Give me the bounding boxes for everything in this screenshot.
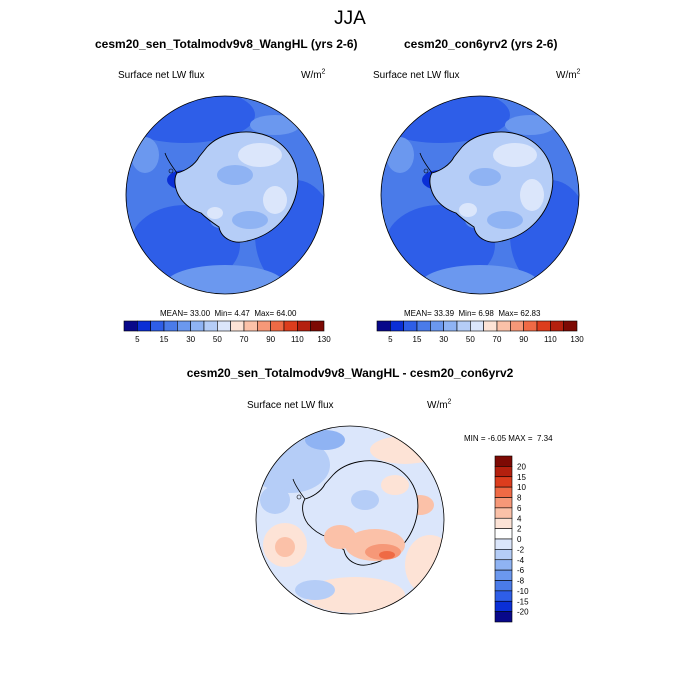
colorbar-swatch [137, 320, 151, 332]
panel1-antarctica [164, 131, 299, 243]
colorbar-swatch [443, 320, 458, 332]
colorbar-tick-label: 8 [517, 494, 522, 503]
colorbar-swatch [150, 320, 165, 332]
colorbar-tick-label: 110 [544, 335, 557, 344]
colorbar-swatch [494, 559, 513, 571]
colorbar-tick-label: 110 [291, 335, 304, 344]
panel2-antarctica [419, 131, 554, 243]
colorbar-swatch [494, 517, 513, 529]
colorbar-tick-label: -10 [517, 587, 529, 596]
colorbar-swatch [217, 320, 231, 332]
colorbar-tick-label: -20 [517, 608, 529, 617]
diff-minmax: MIN = -6.05 MAX = 7.34 [464, 434, 553, 443]
colorbar-tick-label: 50 [213, 335, 222, 344]
colorbar-swatch [494, 507, 513, 519]
colorbar-swatch [376, 320, 391, 332]
colorbar-swatch [494, 466, 513, 478]
colorbar-swatch [494, 455, 513, 467]
panel1-stats: MEAN= 33.00 Min= 4.47 Max= 64.00 [160, 309, 297, 318]
colorbar-swatch [494, 590, 513, 602]
colorbar-tick-label: 5 [135, 335, 140, 344]
colorbar-swatch [494, 497, 513, 509]
colorbar-swatch [494, 538, 513, 550]
panel2-title: cesm20_con6yrv2 (yrs 2-6) [404, 37, 558, 51]
panel2-colorbar: 5 15 30 50 70 90 110 130 [376, 320, 584, 344]
panel2-units: W/m2 [556, 68, 581, 81]
colorbar-swatch [123, 320, 138, 332]
colorbar-swatch [494, 486, 513, 498]
colorbar-swatch [456, 320, 471, 332]
panel1-polar-map [125, 95, 325, 295]
colorbar-tick-label: -15 [517, 597, 529, 606]
colorbar-swatch [494, 528, 513, 540]
colorbar-tick-label: 130 [570, 335, 584, 344]
colorbar-tick-label: -8 [517, 577, 525, 586]
colorbar-tick-label: -6 [517, 566, 525, 575]
colorbar-swatch [470, 320, 484, 332]
panel1-colorbar: 5 15 30 50 70 90 110 130 [123, 320, 331, 344]
colorbar-swatch [203, 320, 218, 332]
diff-units: W/m2 [427, 398, 452, 411]
colorbar-tick-label: 5 [388, 335, 393, 344]
colorbar-tick-label: 4 [517, 514, 522, 523]
colorbar-swatch [190, 320, 205, 332]
panel1-units: W/m2 [301, 68, 326, 81]
colorbar-swatch [403, 320, 418, 332]
colorbar-swatch [283, 320, 298, 332]
colorbar-swatch [243, 320, 258, 332]
colorbar-tick-label: 10 [517, 483, 526, 492]
colorbar-tick-label: 0 [517, 535, 522, 544]
colorbar-swatch [494, 600, 513, 612]
colorbar-tick-label: 15 [160, 335, 169, 344]
colorbar-swatch [310, 320, 325, 332]
colorbar-swatch [177, 320, 191, 332]
colorbar-tick-label: 70 [240, 335, 249, 344]
colorbar-tick-label: 90 [266, 335, 275, 344]
panel1-variable: Surface net LW flux [118, 70, 205, 81]
colorbar-swatch [494, 580, 513, 592]
colorbar-tick-label: -2 [517, 545, 525, 554]
panel2-variable: Surface net LW flux [373, 70, 460, 81]
colorbar-swatch [523, 320, 538, 332]
colorbar-swatch [494, 549, 513, 561]
colorbar-swatch [510, 320, 524, 332]
panel2-polar-map [380, 95, 580, 295]
colorbar-tick-label: 15 [413, 335, 422, 344]
colorbar-swatch [494, 611, 513, 623]
diff-variable: Surface net LW flux [247, 400, 334, 411]
colorbar-swatch [483, 320, 498, 332]
diff-antarctica [292, 460, 419, 566]
season-title: JJA [334, 8, 366, 29]
colorbar-swatch [257, 320, 271, 332]
colorbar-tick-label: 90 [519, 335, 528, 344]
colorbar-swatch [416, 320, 431, 332]
colorbar-tick-label: 70 [493, 335, 502, 344]
colorbar-swatch [163, 320, 178, 332]
colorbar-swatch [536, 320, 551, 332]
colorbar-swatch [390, 320, 404, 332]
colorbar-tick-label: 2 [517, 525, 522, 534]
diff-title: cesm20_sen_Totalmodv9v8_WangHL - cesm20_… [186, 366, 514, 380]
colorbar-swatch [297, 320, 311, 332]
colorbar-swatch [430, 320, 444, 332]
diff-polar-map [255, 425, 445, 615]
colorbar-tick-label: -4 [517, 556, 525, 565]
colorbar-swatch [494, 569, 513, 581]
colorbar-tick-label: 130 [317, 335, 331, 344]
panel1-title: cesm20_sen_Totalmodv9v8_WangHL (yrs 2-6) [95, 37, 358, 51]
colorbar-swatch [496, 320, 511, 332]
colorbar-tick-label: 30 [439, 335, 448, 344]
panel2-stats: MEAN= 33.39 Min= 6.98 Max= 62.83 [404, 309, 541, 318]
colorbar-tick-label: 50 [466, 335, 475, 344]
colorbar-swatch [270, 320, 285, 332]
colorbar-tick-label: 6 [517, 504, 522, 513]
colorbar-swatch [494, 476, 513, 488]
colorbar-tick-label: 20 [517, 462, 526, 471]
colorbar-swatch [230, 320, 245, 332]
colorbar-tick-label: 30 [186, 335, 195, 344]
colorbar-swatch [563, 320, 578, 332]
colorbar-swatch [550, 320, 564, 332]
colorbar-tick-label: 15 [517, 473, 526, 482]
